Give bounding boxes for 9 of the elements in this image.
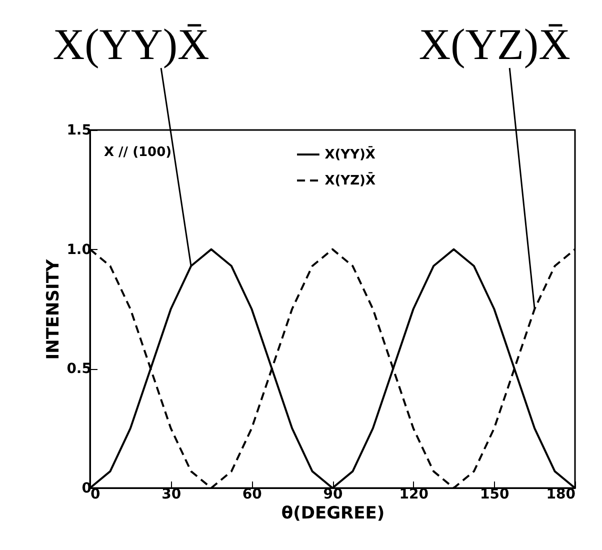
annotation: X(YZ)X̄ (418, 20, 570, 69)
legend-label: X(YZ)X̄ (324, 172, 376, 188)
y-tick-label: 1.5 (66, 122, 92, 138)
annotation: X // (100) (104, 145, 172, 160)
annotation: X(YY)X̄ (52, 20, 210, 69)
x-axis-title: θ(DEGREE) (281, 504, 385, 524)
y-tick-label: 0.5 (66, 361, 92, 378)
y-axis-title: INTENSITY (44, 258, 64, 360)
legend-label: X(YY)X̄ (324, 146, 376, 162)
